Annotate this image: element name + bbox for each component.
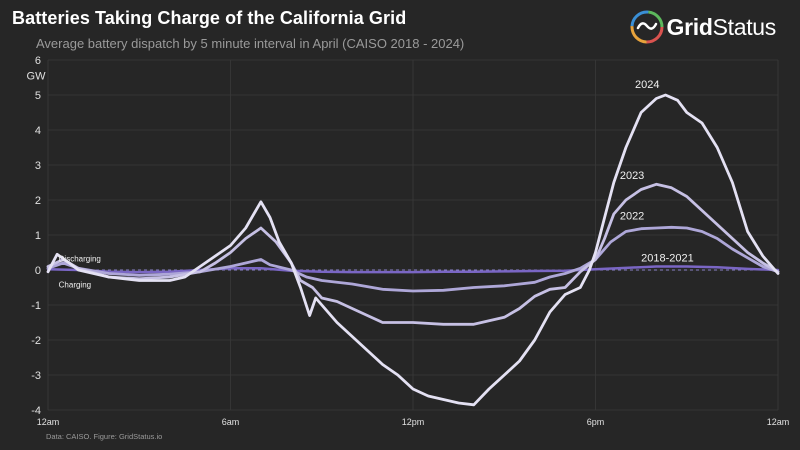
y-tick-label: -1 — [31, 300, 41, 312]
series-line-2024 — [46, 93, 780, 407]
chart-title: Batteries Taking Charge of the Californi… — [12, 8, 407, 28]
gridstatus-logo: GridStatus — [630, 10, 777, 44]
axis-labels: -4 -3 -2 -1 0 1 2 3 4 5 6 GW 12am 6am 12pm 6pm 12am — [27, 55, 790, 427]
x-tick-label: 6am — [222, 417, 240, 427]
y-tick-label: 2 — [35, 195, 41, 207]
series-lines — [46, 93, 780, 407]
annotations: 2018-2021 2022 2023 2024 Discharging Charging — [59, 79, 694, 290]
logo-ring-green — [630, 10, 663, 44]
x-tick-label: 12am — [37, 417, 60, 427]
logo-ring-orange — [630, 10, 663, 44]
series-label-2022: 2022 — [620, 210, 644, 222]
y-tick-label: 4 — [35, 125, 41, 137]
y-tick-label: 6 — [35, 55, 41, 67]
x-tick-label: 12am — [767, 417, 790, 427]
logo-wordmark: GridStatus — [667, 14, 777, 41]
series-line-2018-2021 — [46, 265, 780, 274]
chart-subtitle: Average battery dispatch by 5 minute int… — [36, 36, 465, 51]
series-label-2024: 2024 — [635, 79, 659, 91]
charging-annotation: Charging — [59, 281, 91, 290]
grid-lines — [47, 59, 779, 411]
source-note: Data: CAISO. Figure: GridStatus.io — [46, 432, 163, 441]
logo-wave — [636, 22, 657, 30]
x-tick-label: 6pm — [587, 417, 605, 427]
y-tick-label: 3 — [35, 160, 41, 172]
series-label-2023: 2023 — [620, 170, 644, 182]
y-tick-label: 1 — [35, 230, 41, 242]
series-line-2023 — [46, 182, 780, 326]
y-tick-label: -4 — [31, 405, 41, 417]
gridstatus-logo-icon — [630, 10, 663, 44]
logo-text-bold: Grid — [666, 13, 713, 40]
series-label-2018-2021: 2018-2021 — [641, 252, 694, 264]
y-tick-label: -3 — [31, 370, 41, 382]
logo-text-regular: Status — [712, 13, 777, 40]
discharging-annotation: Discharging — [59, 254, 101, 263]
y-tick-label: 5 — [35, 90, 41, 102]
y-axis-label: GW — [27, 70, 47, 82]
x-tick-label: 12pm — [402, 417, 425, 427]
logo-ring-blue — [630, 10, 663, 44]
y-tick-label: -2 — [31, 335, 41, 347]
y-tick-label: 0 — [35, 265, 41, 277]
